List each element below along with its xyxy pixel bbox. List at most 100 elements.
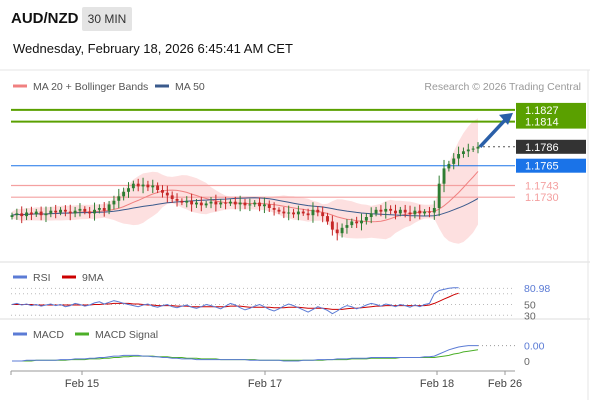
candle-body [432, 208, 436, 213]
bollinger-band [12, 118, 478, 244]
level-tag-1.1814 [516, 114, 586, 129]
candle-body [413, 210, 417, 215]
candle-body [408, 212, 412, 215]
legend-macd-signal-label: MACD Signal [95, 329, 158, 341]
x-tick-label: Feb 18 [420, 378, 454, 390]
candle [112, 195, 116, 210]
candle-body [180, 200, 184, 203]
candle [374, 206, 378, 217]
candle [73, 206, 77, 218]
legend-ma50-label: MA 50 [175, 81, 205, 93]
target-arrow [478, 112, 513, 148]
candle-body [306, 213, 310, 216]
candle [350, 218, 354, 228]
symbol-title: AUD/NZD [11, 10, 79, 27]
candle [423, 209, 427, 216]
candle [151, 179, 155, 194]
candle [20, 206, 24, 224]
candle [413, 206, 417, 219]
price-levels [11, 108, 515, 198]
candle-body [398, 209, 402, 214]
candle-body [350, 221, 354, 226]
candle [447, 160, 451, 172]
candle [296, 205, 300, 221]
candle-body [93, 209, 96, 214]
candle-body [102, 208, 106, 211]
candle-body [199, 202, 203, 206]
candle-body [219, 202, 223, 205]
candle [180, 198, 184, 206]
candle [360, 213, 363, 231]
candle [442, 159, 446, 193]
candle [39, 206, 43, 221]
candle-body [146, 184, 150, 188]
candle-body [316, 209, 320, 213]
candle-body [29, 212, 33, 215]
candle-body [78, 208, 82, 211]
candle-body [165, 192, 169, 196]
candle [204, 200, 208, 208]
candle-body [262, 204, 266, 207]
candle-body [170, 195, 174, 199]
candle [403, 204, 407, 218]
candle-body [267, 204, 271, 208]
candle-body [442, 168, 446, 184]
candle [131, 180, 135, 192]
legend-ma20-label: MA 20 + Bollinger Bands [33, 81, 148, 93]
candle [141, 177, 145, 194]
level-value-1.1786: 1.1786 [525, 142, 559, 154]
candle [248, 198, 252, 212]
level-value-1.1827: 1.1827 [525, 105, 559, 117]
candle [25, 208, 29, 221]
candle [389, 205, 393, 215]
candle [253, 200, 257, 207]
candle [63, 205, 67, 217]
candle-body [248, 204, 252, 206]
candle [219, 199, 223, 208]
candle-body [345, 225, 349, 228]
candle [326, 212, 329, 225]
candle [364, 213, 368, 225]
rsi-line [11, 287, 459, 315]
candle-body [428, 211, 431, 213]
candle [15, 208, 19, 220]
candle [34, 208, 38, 217]
candle-body [214, 201, 218, 205]
candle-body [175, 199, 179, 201]
candle-body [107, 204, 111, 211]
candle [54, 204, 58, 219]
candle-body [97, 208, 101, 210]
candle-body [136, 183, 140, 187]
candle-body [330, 221, 334, 230]
copyright-label: Research © 2026 Trading Central [424, 81, 581, 93]
candle [228, 199, 232, 207]
candle [398, 206, 402, 217]
candle [355, 216, 359, 228]
candle-body [447, 163, 451, 169]
timeframe-badge[interactable]: 30 MIN [82, 7, 132, 31]
candle-body [141, 184, 145, 187]
candle [452, 153, 456, 170]
candle-body [15, 213, 19, 216]
candle [369, 207, 373, 224]
candle-body [423, 211, 427, 214]
candle [97, 204, 101, 214]
candle-body [437, 183, 441, 208]
candle-body [471, 148, 475, 150]
candle [301, 209, 305, 216]
candle-body [277, 209, 281, 212]
rsi-tick-label: 30 [524, 310, 536, 322]
candle-body [355, 221, 359, 224]
candle-body [151, 185, 155, 188]
candle-body [10, 215, 14, 217]
level-value-1.1730: 1.1730 [525, 192, 559, 204]
candle [476, 142, 480, 154]
candle-body [112, 200, 116, 205]
candle-body [25, 212, 29, 217]
candle [122, 187, 126, 201]
candle [165, 185, 169, 203]
candle-body [258, 202, 262, 207]
candle [161, 185, 164, 198]
candle [146, 180, 150, 192]
candle-body [457, 154, 461, 159]
